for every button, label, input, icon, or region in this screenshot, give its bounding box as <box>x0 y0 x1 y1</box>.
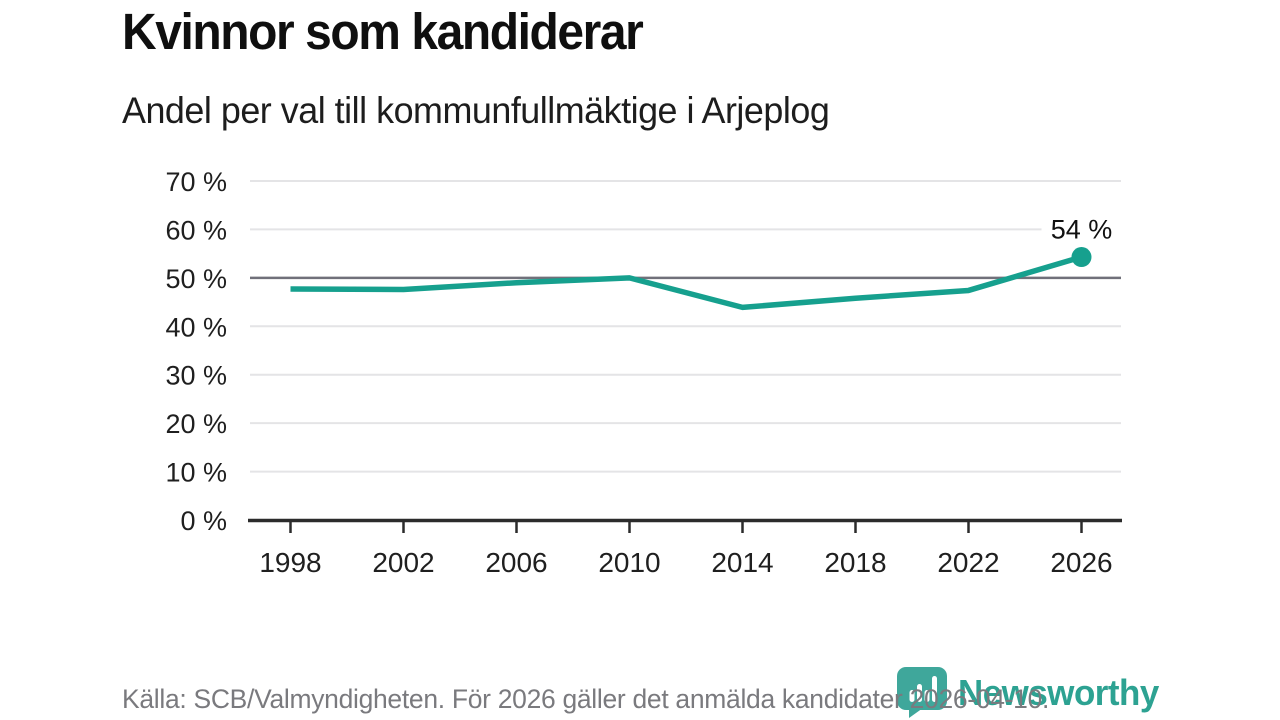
x-axis-tick-label: 2002 <box>372 547 434 578</box>
end-point-marker <box>1071 247 1092 268</box>
y-axis-tick-label: 60 % <box>165 215 227 245</box>
chart-subtitle: Andel per val till kommunfullmäktige i A… <box>122 90 830 131</box>
line-chart: 0 % 10 % 20 % 30 % 40 % 50 % 60 % 70 % 1998 2002 2… <box>165 167 1122 578</box>
y-axis-tick-label: 40 % <box>165 312 227 342</box>
x-axis-tick-label: 2022 <box>937 547 999 578</box>
annotation-halo <box>1041 212 1122 246</box>
end-value-label: 54 % <box>1051 214 1113 244</box>
x-axis-tick-label: 2018 <box>824 547 886 578</box>
newsworthy-logo-text: Newsworthy <box>958 672 1159 713</box>
y-axis-tick-label: 70 % <box>165 167 227 197</box>
logo-bar-icon <box>924 690 930 702</box>
newsworthy-logo-icon <box>897 667 947 718</box>
source-note: Källa: SCB/Valmyndigheten. För 2026 gäll… <box>122 684 1050 714</box>
x-axis-tick-label: 1998 <box>259 547 321 578</box>
newsworthy-logo: Newsworthy <box>896 666 1165 718</box>
y-axis-tick-label: 10 % <box>165 458 227 488</box>
logo-bar-icon <box>932 676 937 702</box>
data-line <box>290 254 1083 311</box>
logo-bar-icon <box>917 684 922 702</box>
x-axis-tick-label: 2006 <box>485 547 547 578</box>
x-axis-tick-label: 2014 <box>711 547 773 578</box>
y-axis-tick-label: 20 % <box>165 409 227 439</box>
page-title: Kvinnor som kandiderar <box>122 3 644 60</box>
logo-bar-icon <box>909 690 915 702</box>
y-axis-tick-label: 50 % <box>165 264 227 294</box>
x-axis-tick-label: 2010 <box>598 547 660 578</box>
x-axis-tick-label: 2026 <box>1050 547 1112 578</box>
y-axis-tick-label: 30 % <box>165 361 227 391</box>
y-axis-tick-label: 0 % <box>180 506 227 536</box>
